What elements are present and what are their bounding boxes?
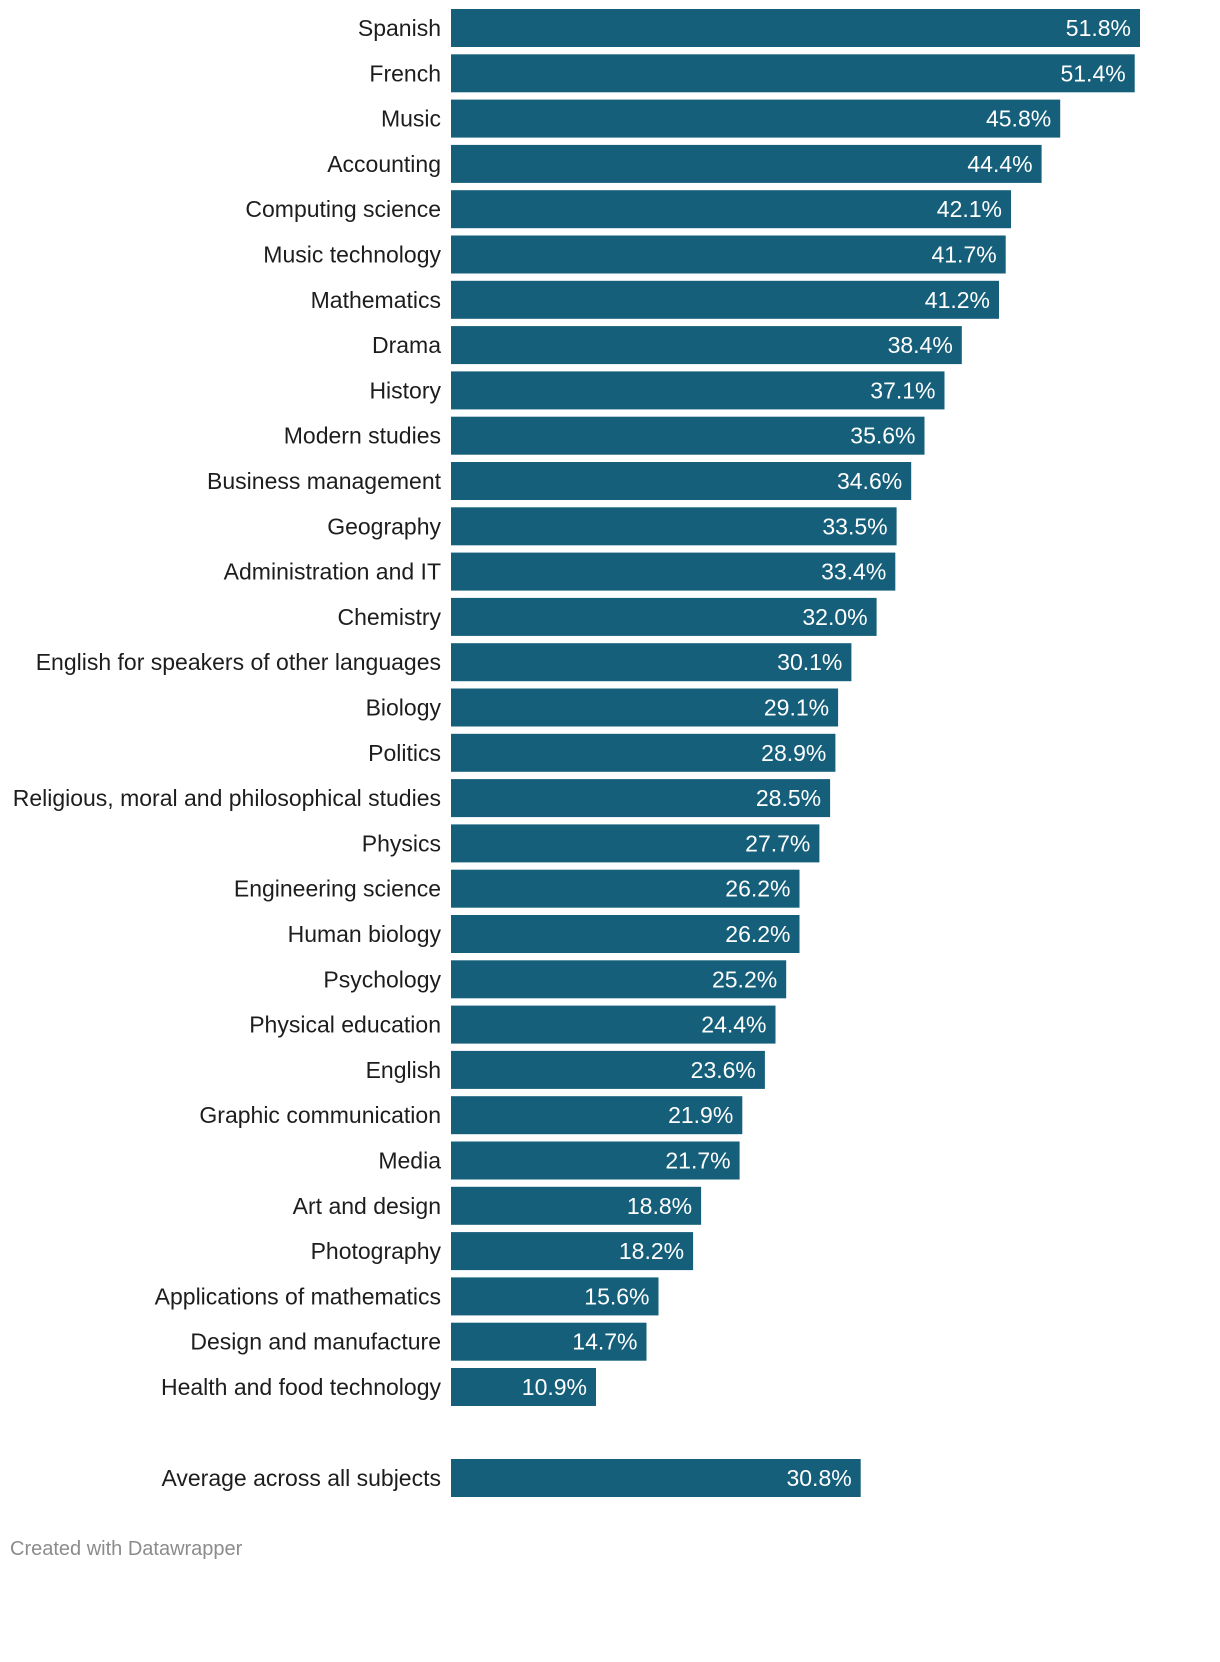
value-label-26: 18.8% <box>627 1193 692 1219</box>
bar-9 <box>451 416 925 455</box>
category-label-18: Physics <box>362 830 441 856</box>
bar-12 <box>451 552 896 591</box>
footer-credit: Created with Datawrapper <box>10 1538 243 1560</box>
bar-22 <box>451 1005 776 1044</box>
category-label-12: Administration and IT <box>224 559 441 585</box>
category-label-26: Art and design <box>293 1193 441 1219</box>
category-label-29: Design and manufacture <box>190 1329 441 1355</box>
category-label-20: Human biology <box>288 921 442 947</box>
bar-13 <box>451 597 877 636</box>
category-label-23: English <box>366 1057 441 1083</box>
value-label-3: 44.4% <box>967 151 1032 177</box>
category-label-5: Music technology <box>263 242 441 268</box>
bar-2 <box>451 99 1061 138</box>
bar-11 <box>451 507 897 546</box>
bar-19 <box>451 869 800 908</box>
value-label-5: 41.7% <box>931 242 996 268</box>
value-label-21: 25.2% <box>712 966 777 992</box>
bar-30 <box>451 1368 596 1406</box>
category-label-average: Average across all subjects <box>161 1465 441 1491</box>
value-label-7: 38.4% <box>888 332 953 358</box>
category-label-0: Spanish <box>358 15 441 41</box>
bar-17 <box>451 779 831 818</box>
value-label-14: 30.1% <box>777 649 842 675</box>
bar-25 <box>451 1141 740 1180</box>
value-label-25: 21.7% <box>665 1148 730 1174</box>
category-label-7: Drama <box>372 332 441 358</box>
category-label-25: Media <box>378 1148 441 1174</box>
value-label-27: 18.2% <box>619 1238 684 1264</box>
value-label-average: 30.8% <box>786 1465 851 1491</box>
value-label-28: 15.6% <box>584 1283 649 1309</box>
category-label-14: English for speakers of other languages <box>36 649 441 675</box>
value-label-23: 23.6% <box>691 1057 756 1083</box>
category-label-1: French <box>369 60 441 86</box>
category-label-3: Accounting <box>327 151 441 177</box>
bar-29 <box>451 1322 647 1361</box>
bar-23 <box>451 1050 765 1089</box>
bar-18 <box>451 824 820 863</box>
bar-16 <box>451 733 836 772</box>
category-label-16: Politics <box>368 740 441 766</box>
value-label-18: 27.7% <box>745 830 810 856</box>
bar-1 <box>451 54 1135 93</box>
value-label-0: 51.8% <box>1066 15 1131 41</box>
value-label-16: 28.9% <box>761 740 826 766</box>
bar-0 <box>451 9 1140 47</box>
bar-20 <box>451 915 800 953</box>
value-label-4: 42.1% <box>937 196 1002 222</box>
category-label-24: Graphic communication <box>199 1102 441 1128</box>
bar-6 <box>451 280 999 319</box>
category-label-30: Health and food technology <box>161 1374 442 1400</box>
value-label-20: 26.2% <box>725 921 790 947</box>
value-label-9: 35.6% <box>850 423 915 449</box>
value-label-10: 34.6% <box>837 468 902 494</box>
bar-5 <box>451 235 1006 274</box>
category-label-15: Biology <box>366 695 442 721</box>
category-label-4: Computing science <box>245 196 441 222</box>
value-label-30: 10.9% <box>522 1374 587 1400</box>
bar-8 <box>451 371 945 410</box>
category-label-22: Physical education <box>249 1012 441 1038</box>
bar-28 <box>451 1277 659 1316</box>
bar-24 <box>451 1096 743 1135</box>
category-label-28: Applications of mathematics <box>155 1283 441 1309</box>
category-label-2: Music <box>381 106 441 132</box>
category-label-19: Engineering science <box>234 876 441 902</box>
category-label-13: Chemistry <box>337 604 441 630</box>
bar-27 <box>451 1232 694 1271</box>
value-label-12: 33.4% <box>821 559 886 585</box>
category-label-8: History <box>369 377 441 403</box>
bar-14 <box>451 643 852 682</box>
bar-15 <box>451 688 839 727</box>
value-label-6: 41.2% <box>925 287 990 313</box>
bar-10 <box>451 462 912 500</box>
category-label-6: Mathematics <box>311 287 441 313</box>
bar-4 <box>451 190 1011 229</box>
value-label-24: 21.9% <box>668 1102 733 1128</box>
value-label-19: 26.2% <box>725 876 790 902</box>
category-label-11: Geography <box>327 513 441 539</box>
bar-average <box>451 1459 861 1497</box>
value-label-29: 14.7% <box>572 1329 637 1355</box>
value-label-22: 24.4% <box>701 1012 766 1038</box>
category-label-10: Business management <box>207 468 442 494</box>
bar-7 <box>451 326 962 365</box>
bar-21 <box>451 960 787 999</box>
value-label-2: 45.8% <box>986 106 1051 132</box>
category-label-27: Photography <box>311 1238 442 1264</box>
value-label-13: 32.0% <box>802 604 867 630</box>
value-label-15: 29.1% <box>764 695 829 721</box>
category-label-21: Psychology <box>323 966 441 992</box>
value-label-1: 51.4% <box>1060 60 1125 86</box>
value-label-17: 28.5% <box>756 785 821 811</box>
category-label-17: Religious, moral and philosophical studi… <box>13 785 441 811</box>
category-label-9: Modern studies <box>284 423 441 449</box>
bar-26 <box>451 1186 702 1225</box>
bar-3 <box>451 144 1042 183</box>
value-label-11: 33.5% <box>822 513 887 539</box>
value-label-8: 37.1% <box>870 377 935 403</box>
